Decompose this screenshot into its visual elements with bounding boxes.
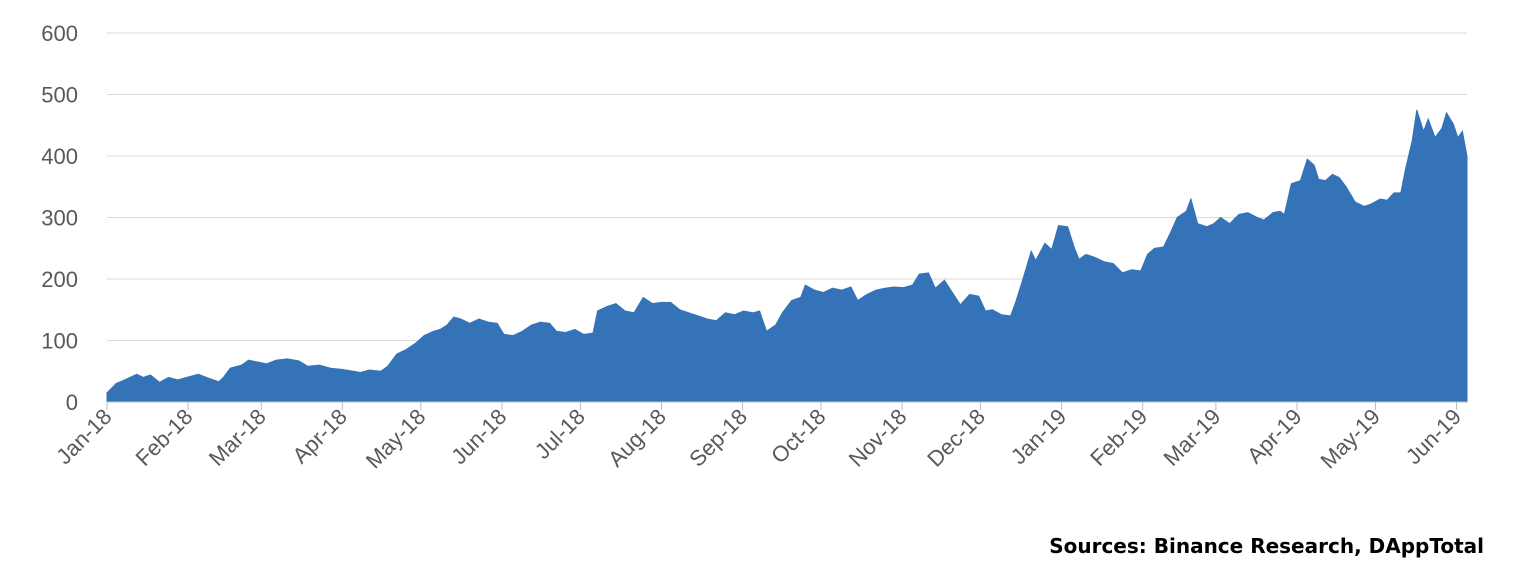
x-tick-label: Sep-18 [684,404,752,472]
y-tick-label: 0 [66,390,78,415]
x-tick-label: May-19 [1315,404,1385,474]
y-axis-tick-labels: 0 100 200 300 400 500 600 [41,21,78,415]
x-tick-label: Jun-19 [1401,404,1466,469]
y-tick-label: 200 [41,267,78,292]
x-tick-label: Nov-18 [844,404,912,472]
x-tick-label: Mar-18 [204,404,271,471]
x-tick-label: Feb-18 [131,404,198,471]
x-axis-tick-labels: Jan-18 Feb-18 Mar-18 Apr-18 May-18 Jun-18 Jul-… [51,404,1466,474]
x-tick-label: Apr-19 [1242,404,1306,468]
series-area-layer [106,109,1468,403]
y-tick-label: 300 [41,206,78,231]
x-tick-label: Jun-18 [446,404,511,469]
x-tick-label: Jan-19 [1006,404,1071,469]
y-tick-label: 600 [41,21,78,46]
y-tick-label: 400 [41,144,78,169]
series-area [106,109,1468,403]
x-tick-label: Apr-18 [288,404,352,468]
x-tick-label: May-18 [361,404,431,474]
x-tick-label: Jul-18 [530,404,590,464]
x-axis [106,401,1467,410]
x-tick-label: Dec-18 [922,404,990,472]
x-tick-label: Oct-18 [766,404,830,468]
x-tick-label: Aug-18 [603,404,671,472]
y-tick-label: 500 [41,83,78,108]
y-tick-label: 100 [41,329,78,354]
x-tick-label: Jan-18 [51,404,116,469]
x-tick-label: Feb-19 [1085,404,1152,471]
source-note: Sources: Binance Research, DAppTotal [1049,534,1484,558]
x-tick-label: Mar-19 [1159,404,1226,471]
